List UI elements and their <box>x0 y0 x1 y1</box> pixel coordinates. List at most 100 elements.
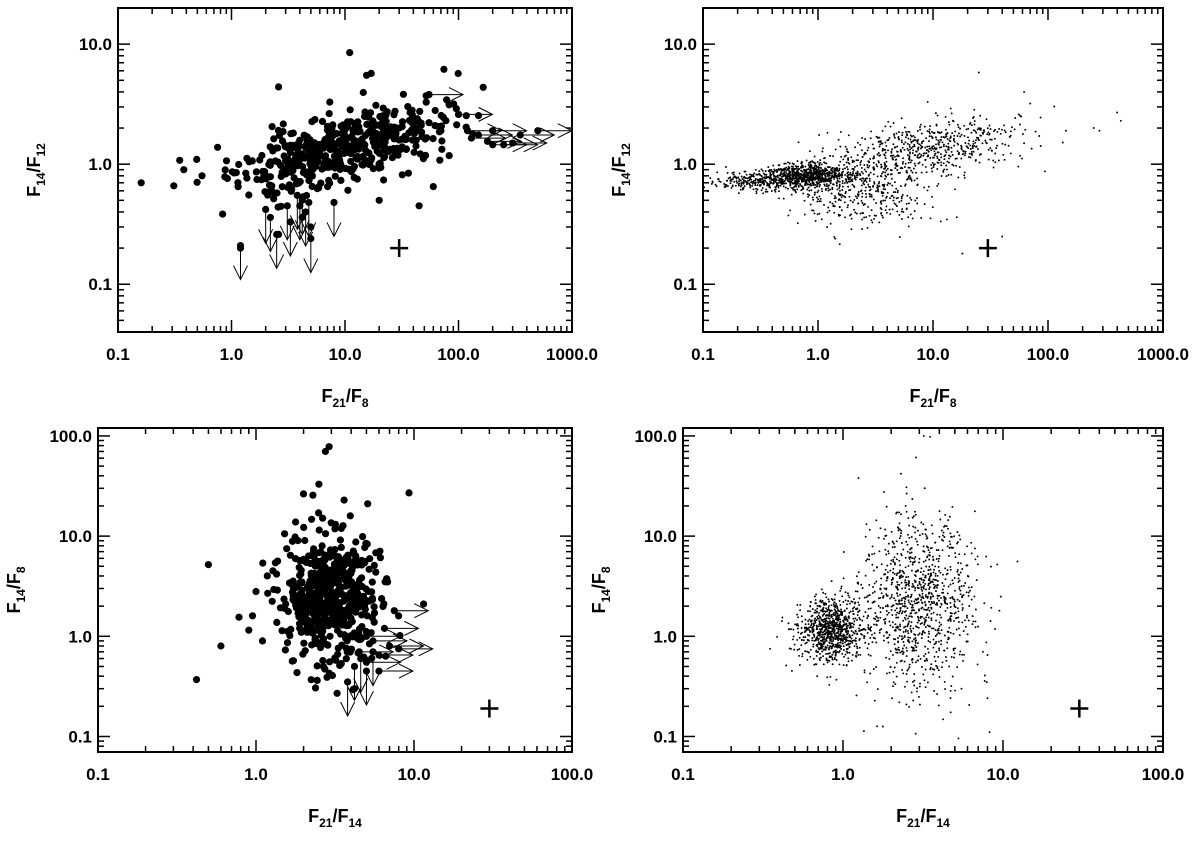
data-point <box>826 171 828 174</box>
data-point <box>817 198 820 201</box>
data-point <box>364 500 372 508</box>
data-point <box>832 183 835 186</box>
data-point <box>958 579 961 582</box>
data-point <box>919 616 922 619</box>
data-point <box>454 69 462 78</box>
data-point <box>823 172 826 175</box>
data-point <box>799 172 802 175</box>
data-point <box>852 623 855 626</box>
data-point <box>987 148 990 151</box>
data-point <box>947 146 950 149</box>
data-point <box>843 655 845 658</box>
data-point <box>346 579 354 587</box>
data-point <box>886 605 889 608</box>
data-point <box>935 602 938 605</box>
data-point <box>876 175 879 178</box>
data-point <box>825 639 828 642</box>
data-point <box>920 666 923 668</box>
data-point <box>907 599 910 602</box>
data-point <box>834 653 837 656</box>
data-point <box>859 178 862 181</box>
data-point <box>833 658 836 661</box>
data-point <box>927 584 930 587</box>
data-point <box>797 165 800 168</box>
data-point <box>815 196 818 199</box>
data-point <box>834 618 837 621</box>
data-point <box>796 648 799 651</box>
data-point <box>937 565 940 568</box>
data-point <box>928 625 930 628</box>
data-point <box>927 155 929 158</box>
data-point <box>837 616 840 619</box>
data-point <box>862 172 864 175</box>
data-point <box>950 150 953 153</box>
data-point <box>772 172 775 175</box>
data-point <box>888 137 891 139</box>
data-point <box>939 220 942 223</box>
data-point <box>916 177 919 180</box>
data-point <box>749 177 752 180</box>
data-point <box>349 585 357 593</box>
data-point <box>834 593 837 596</box>
data-point <box>942 531 945 534</box>
data-point <box>977 625 980 628</box>
data-point <box>901 146 904 149</box>
data-point <box>856 645 858 648</box>
data-point <box>810 179 813 182</box>
data-point <box>777 176 779 179</box>
data-point <box>828 172 831 175</box>
data-point <box>794 165 797 168</box>
data-point <box>744 170 747 173</box>
data-point <box>803 631 806 634</box>
data-point <box>928 145 931 148</box>
data-point <box>762 179 765 182</box>
data-point <box>405 489 413 497</box>
data-point <box>988 124 991 127</box>
data-point <box>797 631 800 634</box>
data-point <box>899 625 902 628</box>
data-point <box>927 635 930 638</box>
data-point <box>940 175 943 177</box>
data-point <box>402 145 410 153</box>
data-point <box>943 155 946 158</box>
data-point <box>880 142 883 145</box>
data-point <box>293 669 301 677</box>
data-point <box>346 632 355 640</box>
data-point <box>282 600 290 608</box>
data-point <box>867 627 870 630</box>
data-point <box>882 490 885 493</box>
data-point <box>769 172 772 175</box>
data-point <box>958 573 961 576</box>
data-point <box>833 205 836 208</box>
data-point <box>789 209 792 212</box>
data-point <box>790 165 793 168</box>
data-point <box>939 571 942 574</box>
data-point <box>961 595 964 597</box>
data-point <box>855 575 858 578</box>
data-point <box>953 144 956 147</box>
scatter-panel-top-right: 0.1 1.0 10.0 100.0 1000.00.11.010.0F21/F8F14… <box>609 7 1189 410</box>
data-point <box>851 183 854 186</box>
data-point <box>949 601 952 604</box>
data-point <box>775 178 778 181</box>
data-point <box>846 592 849 595</box>
data-point <box>379 602 387 611</box>
data-point <box>934 584 937 587</box>
data-point <box>854 617 857 620</box>
data-point <box>847 161 850 164</box>
data-point <box>864 628 867 631</box>
data-point <box>890 579 893 581</box>
data-point <box>857 193 859 196</box>
data-point <box>846 166 848 168</box>
data-point <box>893 136 896 139</box>
data-point <box>803 626 806 629</box>
data-point <box>875 214 878 217</box>
data-point <box>287 130 295 138</box>
data-point <box>844 591 847 594</box>
data-point <box>952 632 955 635</box>
data-point <box>972 150 975 153</box>
data-point <box>789 176 792 179</box>
data-point <box>934 541 937 544</box>
data-point <box>896 150 898 153</box>
data-point <box>908 620 911 623</box>
